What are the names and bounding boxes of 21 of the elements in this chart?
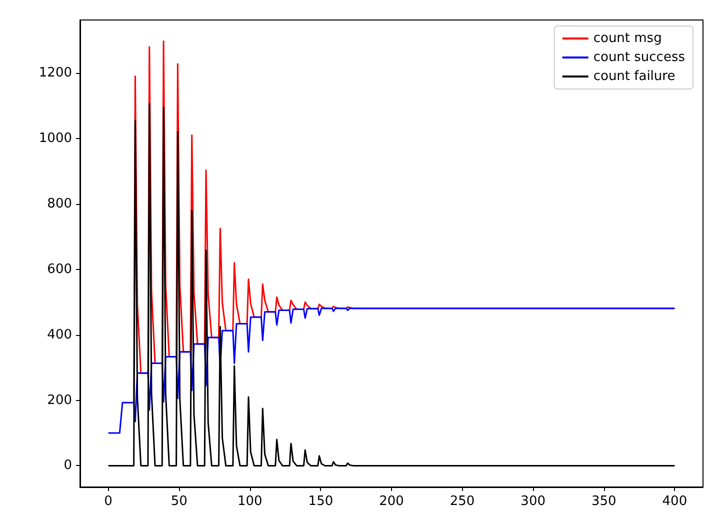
y-tick-label: 800 [47,196,72,212]
y-tick-label: 200 [47,392,72,408]
legend-label: count msg [593,31,662,46]
legend-label: count success [593,50,686,65]
line-series [108,103,676,466]
x-tick-label: 100 [237,494,262,509]
y-tick-label: 0 [64,458,72,474]
line-series [108,308,676,434]
x-tick-label: 200 [379,494,404,509]
y-tick-label: 600 [47,262,72,277]
y-tick-label: 1000 [38,130,72,146]
x-tick-label: 400 [662,494,688,509]
x-tick-label: 300 [520,494,546,509]
x-tick-label: 50 [170,494,188,509]
x-tick-label: 350 [591,494,616,509]
x-tick-label: 0 [104,494,112,509]
y-tick-label: 1200 [38,66,72,81]
x-tick-label: 150 [308,494,334,509]
legend-label: count failure [593,69,676,84]
y-tick-label: 400 [47,327,72,342]
x-tick-label: 250 [450,494,475,509]
